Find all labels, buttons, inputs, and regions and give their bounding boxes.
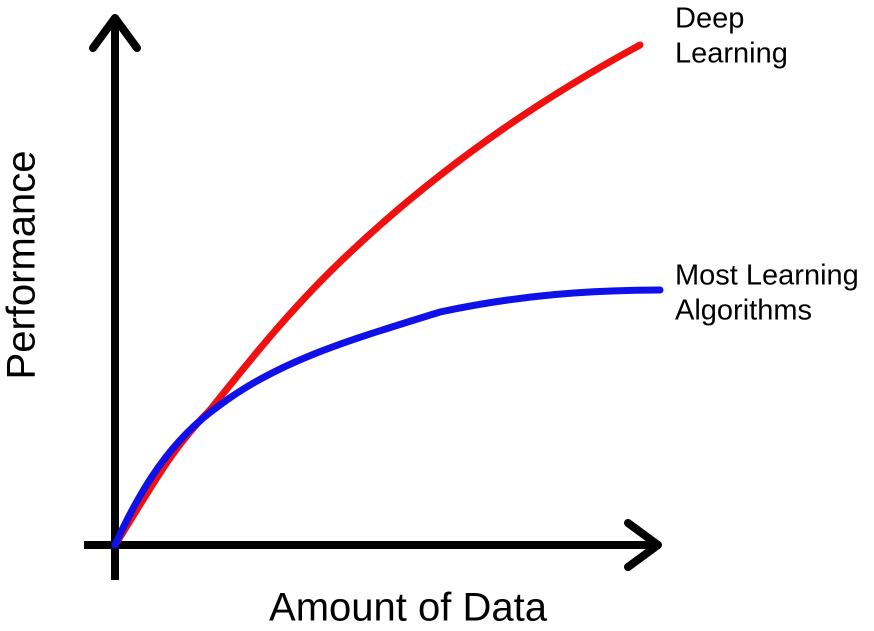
y-axis-title: Performance bbox=[0, 151, 44, 380]
x-axis-arrow bbox=[624, 519, 662, 571]
curve-label: Most Learning bbox=[675, 260, 859, 292]
curve-label: Deep bbox=[675, 3, 744, 35]
other-algorithms-curve bbox=[111, 286, 664, 549]
curve-label: Learning bbox=[675, 38, 788, 70]
curve-label: Algorithms bbox=[675, 295, 812, 327]
x-axis-title: Amount of Data bbox=[269, 586, 548, 630]
deep-learning-curve bbox=[111, 41, 644, 549]
y-axis-arrow bbox=[89, 14, 141, 52]
